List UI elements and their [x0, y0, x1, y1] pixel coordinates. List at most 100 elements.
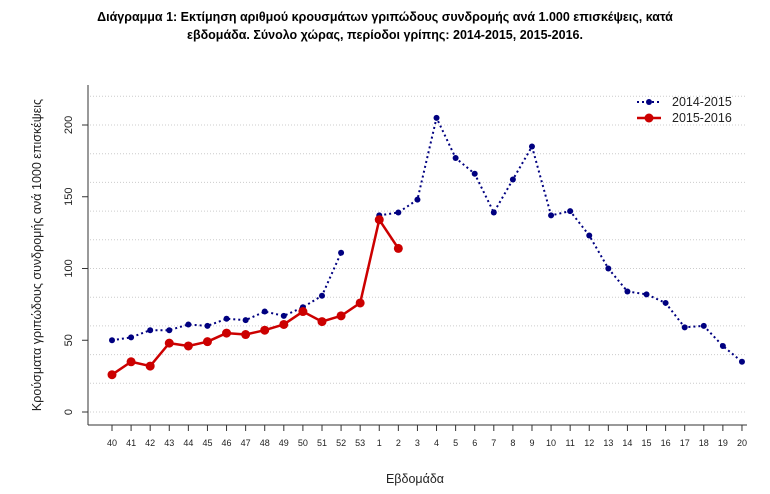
data-point-2014-2015-wk4 [433, 114, 440, 121]
x-tick-label: 44 [183, 438, 193, 448]
legend-label-2014-2015: 2014-2015 [672, 95, 732, 109]
series-2014-2015 [109, 114, 745, 365]
x-tick-label: 3 [415, 438, 420, 448]
y-tick-label: 200 [63, 116, 75, 134]
data-point-2014-2015-wk51 [318, 292, 325, 299]
y-tick-label: 150 [63, 188, 75, 206]
data-point-2015-2016-wk46 [222, 328, 232, 338]
y-tick-label: 50 [63, 334, 75, 346]
data-point-2014-2015-wk2 [395, 209, 402, 216]
data-point-2014-2015-wk44 [185, 321, 192, 328]
x-tick-label: 8 [510, 438, 515, 448]
x-tick-label: 11 [565, 438, 574, 448]
gridlines [90, 95, 747, 413]
series-group [107, 114, 745, 380]
x-tick-label: 40 [107, 438, 117, 448]
data-point-2014-2015-wk17 [681, 324, 688, 331]
data-point-2015-2016-wk44 [183, 341, 193, 351]
x-tick-label: 41 [126, 438, 136, 448]
data-point-2014-2015-wk18 [700, 322, 707, 329]
x-tick-label: 52 [336, 438, 346, 448]
data-point-2014-2015-wk52 [338, 249, 345, 256]
data-point-2015-2016-wk43 [164, 338, 174, 348]
x-tick-label: 42 [145, 438, 155, 448]
x-tick-label: 43 [164, 438, 174, 448]
x-tick-label: 14 [622, 438, 632, 448]
x-tick-label: 12 [584, 438, 594, 448]
y-ticks: 0 50 100 150 200 [63, 116, 88, 415]
data-point-2014-2015-wk8 [509, 176, 516, 183]
x-tick-label: 53 [355, 438, 365, 448]
chart-title-line-1: Διάγραμμα 1: Εκτίμηση αριθμού κρουσμάτων… [97, 10, 673, 24]
x-axis-label: Εβδομάδα [386, 472, 444, 486]
x-tick-label: 4 [434, 438, 439, 448]
x-tick-label: 10 [546, 438, 556, 448]
data-point-2015-2016-wk41 [126, 357, 136, 367]
y-tick-label: 0 [63, 409, 75, 415]
x-tick-label: 51 [317, 438, 327, 448]
x-tick-label: 50 [298, 438, 308, 448]
data-point-2014-2015-wk9 [528, 143, 535, 150]
data-point-2014-2015-wk41 [128, 334, 135, 341]
data-point-2014-2015-wk43 [166, 327, 173, 334]
data-point-2014-2015-wk3 [414, 196, 421, 203]
data-point-2015-2016-wk49 [279, 319, 289, 329]
data-point-2015-2016-wk53 [355, 298, 365, 308]
x-tick-label: 9 [529, 438, 534, 448]
data-point-2015-2016-wk42 [145, 361, 155, 371]
x-tick-label: 16 [661, 438, 671, 448]
data-point-2014-2015-wk19 [719, 342, 726, 349]
chart-title-line-2: εβδομάδα. Σύνολο χώρας, περίοδοι γρίπης:… [187, 28, 583, 42]
x-tick-label: 1 [377, 438, 382, 448]
data-point-2015-2016-wk51 [317, 317, 327, 327]
data-point-2015-2016-wk50 [298, 307, 308, 317]
data-point-2014-2015-wk11 [567, 208, 574, 215]
x-tick-label: 19 [718, 438, 728, 448]
x-tick-label: 6 [472, 438, 477, 448]
x-tick-label: 13 [603, 438, 613, 448]
x-tick-label: 20 [737, 438, 747, 448]
series-line-2015-2016 [111, 218, 400, 376]
x-tick-label: 47 [241, 438, 251, 448]
x-tick-label: 17 [680, 438, 690, 448]
chart-title: Διάγραμμα 1: Εκτίμηση αριθμού κρουσμάτων… [0, 8, 770, 44]
data-point-2014-2015-wk7 [490, 209, 497, 216]
data-point-2014-2015-wk48 [261, 308, 268, 315]
x-tick-label: 5 [453, 438, 458, 448]
data-point-2014-2015-wk40 [109, 337, 115, 344]
legend-label-2015-2016: 2015-2016 [672, 111, 732, 125]
data-point-2014-2015-wk20 [738, 358, 745, 365]
y-tick-label: 100 [63, 259, 75, 277]
data-point-2014-2015-wk46 [223, 315, 230, 322]
data-point-2014-2015-wk13 [605, 265, 612, 272]
data-point-2014-2015-wk12 [586, 232, 593, 239]
x-tick-label: 15 [642, 438, 652, 448]
x-tick-label: 7 [491, 438, 496, 448]
data-point-2014-2015-wk16 [662, 299, 669, 306]
data-point-2015-2016-wk1 [374, 215, 384, 225]
legend-marker-2015-2016 [644, 113, 654, 123]
x-tick-label: 49 [279, 438, 289, 448]
series-2015-2016 [107, 215, 403, 380]
data-point-2014-2015-wk10 [548, 212, 555, 219]
series-line-2014-2015 [379, 116, 743, 363]
y-axis-label: Κρούσματα γριπώδους συνδρομής ανά 1000 ε… [30, 99, 44, 411]
data-point-2014-2015-wk42 [147, 327, 154, 334]
data-point-2015-2016-wk48 [260, 325, 270, 335]
data-point-2015-2016-wk40 [107, 370, 117, 380]
x-tick-label: 48 [260, 438, 270, 448]
legend-marker-2014-2015 [646, 99, 652, 105]
legend: 2014-2015 2015-2016 [637, 95, 732, 125]
data-point-2014-2015-wk15 [643, 291, 650, 298]
x-tick-label: 18 [699, 438, 709, 448]
data-point-2014-2015-wk14 [624, 288, 631, 295]
x-tick-label: 45 [202, 438, 212, 448]
data-point-2015-2016-wk52 [336, 311, 346, 321]
series-line-2014-2015 [111, 252, 342, 342]
data-point-2015-2016-wk45 [202, 337, 212, 347]
data-point-2015-2016-wk2 [393, 243, 403, 253]
data-point-2014-2015-wk49 [280, 312, 287, 319]
x-tick-label: 2 [396, 438, 401, 448]
data-point-2014-2015-wk6 [471, 170, 478, 177]
